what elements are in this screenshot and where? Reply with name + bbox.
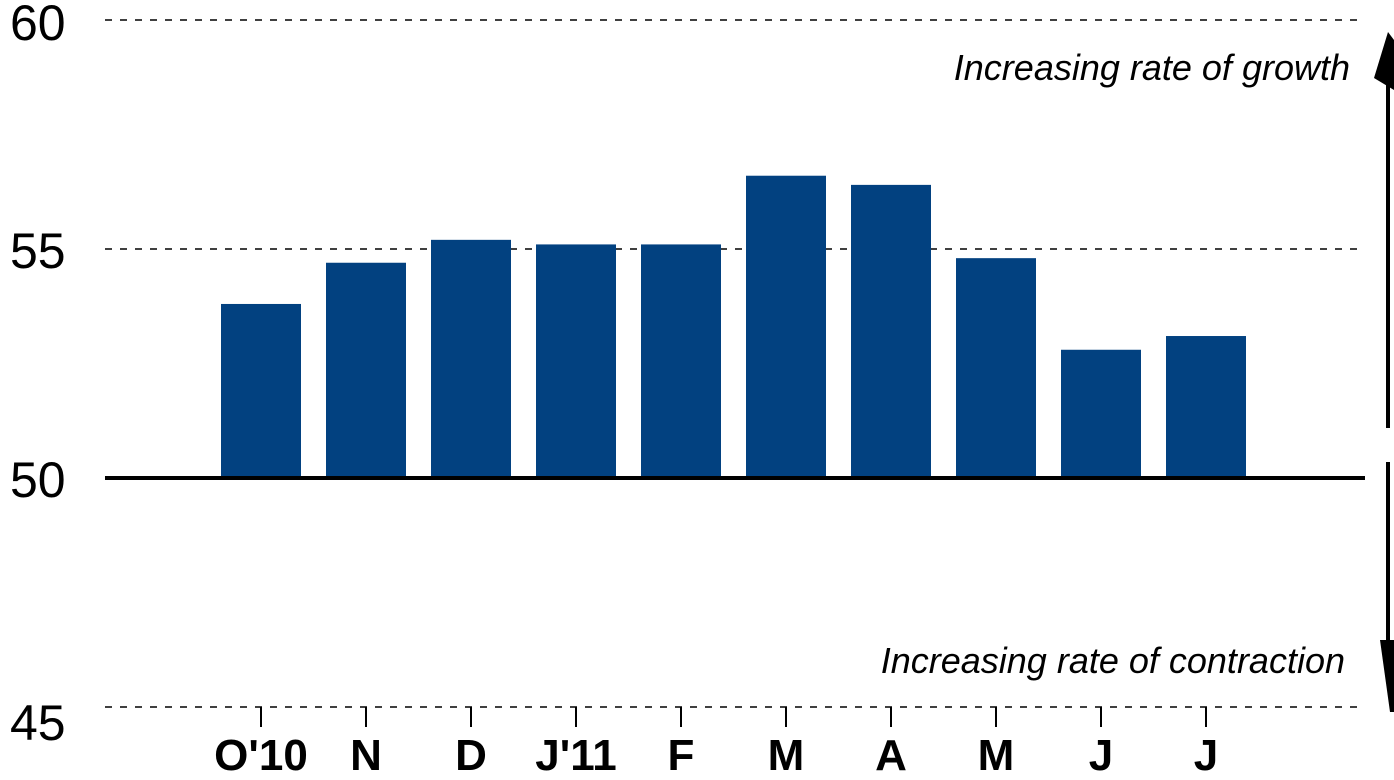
bar-8 [1061,349,1141,478]
annotation-contraction: Increasing rate of contraction [881,640,1345,681]
x-tick-label-6: A [875,731,907,780]
annotation-growth: Increasing rate of growth [954,47,1350,88]
bar-series [221,175,1246,478]
x-axis-labels: O'10 N D J'11 F M A M J J [214,731,1218,780]
bar-6 [851,184,931,478]
x-tick-label-3: J'11 [535,731,616,780]
growth-arrow-icon [1374,32,1394,428]
x-tick-label-2: D [455,731,487,780]
bar-5 [746,175,826,478]
bar-9 [1166,336,1246,478]
bar-3 [536,244,616,478]
bar-7 [956,258,1036,478]
y-tick-label-45: 45 [10,695,66,751]
x-tick-label-8: J [1089,731,1113,780]
y-tick-label-50: 50 [10,452,66,508]
contraction-arrow-icon [1380,462,1394,712]
x-tick-label-5: M [768,731,805,780]
bar-1 [326,262,406,478]
x-tick-label-0: O'10 [214,731,308,780]
x-tick-label-4: F [668,731,695,780]
bar-0 [221,303,301,478]
x-tick-label-9: J [1194,731,1218,780]
bar-4 [641,244,721,478]
x-tick-label-1: N [350,731,382,780]
x-axis-ticks [260,707,1207,727]
bar-2 [431,239,511,478]
y-tick-label-60: 60 [10,0,66,51]
y-tick-label-55: 55 [10,223,66,279]
x-tick-label-7: M [978,731,1015,780]
